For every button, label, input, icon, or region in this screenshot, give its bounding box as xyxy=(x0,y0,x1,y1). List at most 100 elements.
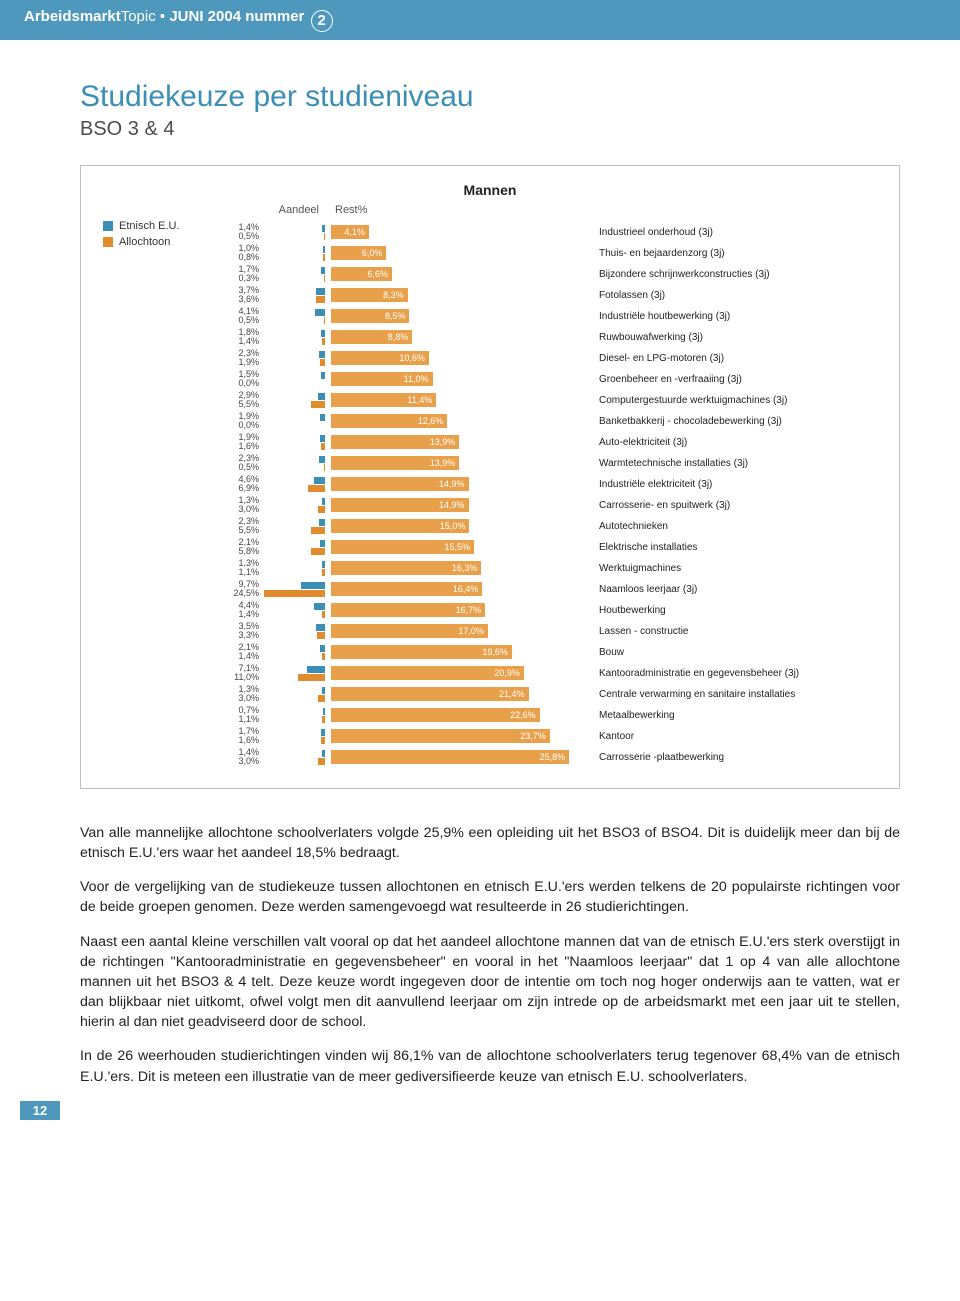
row-label: Carrosserie -plaatbewerking xyxy=(585,747,881,767)
rest-bar: 8,3% xyxy=(331,288,408,302)
chart-row: 2,1%1,4%19,6%Bouw xyxy=(99,642,881,662)
aandeel-bars xyxy=(263,369,325,389)
rest-bar-wrap: 6,6% xyxy=(325,264,585,284)
aandeel-bars xyxy=(263,495,325,515)
chart-row: 2,1%5,8%15,5%Elektrische installaties xyxy=(99,537,881,557)
row-label: Diesel- en LPG-motoren (3j) xyxy=(585,348,881,368)
row-label: Fotolassen (3j) xyxy=(585,285,881,305)
aandeel-labels: 2,3%5,5% xyxy=(99,516,263,536)
aandeel-bars xyxy=(263,726,325,746)
chart-title: Mannen xyxy=(99,182,881,198)
chart-container: Mannen Aandeel Rest% Etnisch E.U.Allocht… xyxy=(80,165,900,789)
aandeel-labels: 1,7%0,3% xyxy=(99,264,263,284)
chart-row: 4,4%1,4%16,7%Houtbewerking xyxy=(99,600,881,620)
aandeel-bars xyxy=(263,348,325,368)
allo-value: 11,0% xyxy=(234,673,259,682)
chart-row: 1,4%0,5%4,1%Industrieel onderhoud (3j) xyxy=(99,222,881,242)
aandeel-bars xyxy=(263,474,325,494)
aandeel-bars xyxy=(263,432,325,452)
allo-value: 3,6% xyxy=(238,295,259,304)
row-label: Industriële houtbewerking (3j) xyxy=(585,306,881,326)
aandeel-labels: 2,3%0,5% xyxy=(99,453,263,473)
allo-bar xyxy=(311,401,325,408)
row-label: Computergestuurde werktuigmachines (3j) xyxy=(585,390,881,410)
allo-bar xyxy=(298,674,325,681)
rest-bar-wrap: 8,3% xyxy=(325,285,585,305)
row-label: Ruwbouwafwerking (3j) xyxy=(585,327,881,347)
rest-bar-wrap: 10,6% xyxy=(325,348,585,368)
rest-bar: 16,3% xyxy=(331,561,481,575)
aandeel-labels: 3,7%3,6% xyxy=(99,285,263,305)
aandeel-bars xyxy=(263,684,325,704)
allo-bar xyxy=(308,485,325,492)
chart-row: 1,5%0,0%11,0%Groenbeheer en -verfraaiing… xyxy=(99,369,881,389)
column-headers: Aandeel Rest% xyxy=(99,204,881,216)
chart-row: 1,0%0,8%6,0%Thuis- en bejaardenzorg (3j) xyxy=(99,243,881,263)
aandeel-bars xyxy=(263,264,325,284)
paragraph: Van alle mannelijke allochtone schoolver… xyxy=(80,823,900,863)
allo-value: 3,3% xyxy=(238,631,259,640)
rest-bar-wrap: 23,7% xyxy=(325,726,585,746)
header-sep: • xyxy=(156,8,170,25)
allo-bar xyxy=(318,758,325,765)
allo-bar xyxy=(311,527,325,534)
rest-bar-wrap: 20,9% xyxy=(325,663,585,683)
aandeel-labels: 2,9%5,5% xyxy=(99,390,263,410)
allo-value: 1,6% xyxy=(238,736,259,745)
allo-value: 1,9% xyxy=(238,358,259,367)
chart-row: 1,9%1,6%13,9%Auto-elektriciteit (3j) xyxy=(99,432,881,452)
rest-bar-wrap: 14,9% xyxy=(325,474,585,494)
aandeel-labels: 1,3%3,0% xyxy=(99,684,263,704)
row-label: Thuis- en bejaardenzorg (3j) xyxy=(585,243,881,263)
allo-value: 0,5% xyxy=(238,232,259,241)
rest-bar: 15,5% xyxy=(331,540,474,554)
legend-swatch xyxy=(103,237,113,247)
paragraph: In de 26 weerhouden studierichtingen vin… xyxy=(80,1046,900,1086)
rest-bar: 8,8% xyxy=(331,330,412,344)
row-label: Centrale verwarming en sanitaire install… xyxy=(585,684,881,704)
aandeel-bars xyxy=(263,705,325,725)
allo-value: 0,8% xyxy=(238,253,259,262)
allo-value: 3,0% xyxy=(238,505,259,514)
allo-value: 3,0% xyxy=(238,694,259,703)
aandeel-labels: 1,3%3,0% xyxy=(99,495,263,515)
chart-row: 2,3%0,5%13,9%Warmtetechnische installati… xyxy=(99,453,881,473)
allo-bar xyxy=(316,296,325,303)
rest-bar: 14,9% xyxy=(331,477,469,491)
chart-rows: 1,4%0,5%4,1%Industrieel onderhoud (3j)1,… xyxy=(99,222,881,767)
rest-bar: 21,4% xyxy=(331,687,529,701)
rest-bar-wrap: 13,9% xyxy=(325,453,585,473)
allo-value: 1,1% xyxy=(238,715,259,724)
legend-label: Etnisch E.U. xyxy=(119,220,180,232)
aandeel-labels: 3,5%3,3% xyxy=(99,621,263,641)
rest-bar-wrap: 13,9% xyxy=(325,432,585,452)
rest-bar-wrap: 4,1% xyxy=(325,222,585,242)
eu-bar xyxy=(316,288,325,295)
issue-number-circle: 2 xyxy=(311,10,333,32)
rest-bar-wrap: 12,6% xyxy=(325,411,585,431)
eu-bar xyxy=(315,309,325,316)
allo-value: 0,0% xyxy=(238,421,259,430)
chart-row: 1,3%3,0% 14,9%Carrosserie- en spuitwerk (… xyxy=(99,495,881,515)
rest-bar-wrap: 8,8% xyxy=(325,327,585,347)
aandeel-bars xyxy=(263,516,325,536)
rest-bar: 8,5% xyxy=(331,309,409,323)
allo-value: 0,5% xyxy=(238,463,259,472)
rest-bar-wrap: 14,9% xyxy=(325,495,585,515)
row-label: Houtbewerking xyxy=(585,600,881,620)
legend-swatch xyxy=(103,221,113,231)
aandeel-bars xyxy=(263,642,325,662)
aandeel-labels: 1,5%0,0% xyxy=(99,369,263,389)
row-label: Bouw xyxy=(585,642,881,662)
rest-bar-wrap: 15,5% xyxy=(325,537,585,557)
rest-bar: 6,6% xyxy=(331,267,392,281)
row-label: Carrosserie- en spuitwerk (3j) xyxy=(585,495,881,515)
chart-row: 4,1%0,5%8,5%Industriële houtbewerking (3… xyxy=(99,306,881,326)
aandeel-bars xyxy=(263,537,325,557)
aandeel-bars xyxy=(263,579,325,599)
aandeel-labels: 4,4%1,4% xyxy=(99,600,263,620)
rest-bar: 15,0% xyxy=(331,519,469,533)
aandeel-bars xyxy=(263,327,325,347)
aandeel-labels: 1,7%1,6% xyxy=(99,726,263,746)
aandeel-labels: 4,6%6,9% xyxy=(99,474,263,494)
